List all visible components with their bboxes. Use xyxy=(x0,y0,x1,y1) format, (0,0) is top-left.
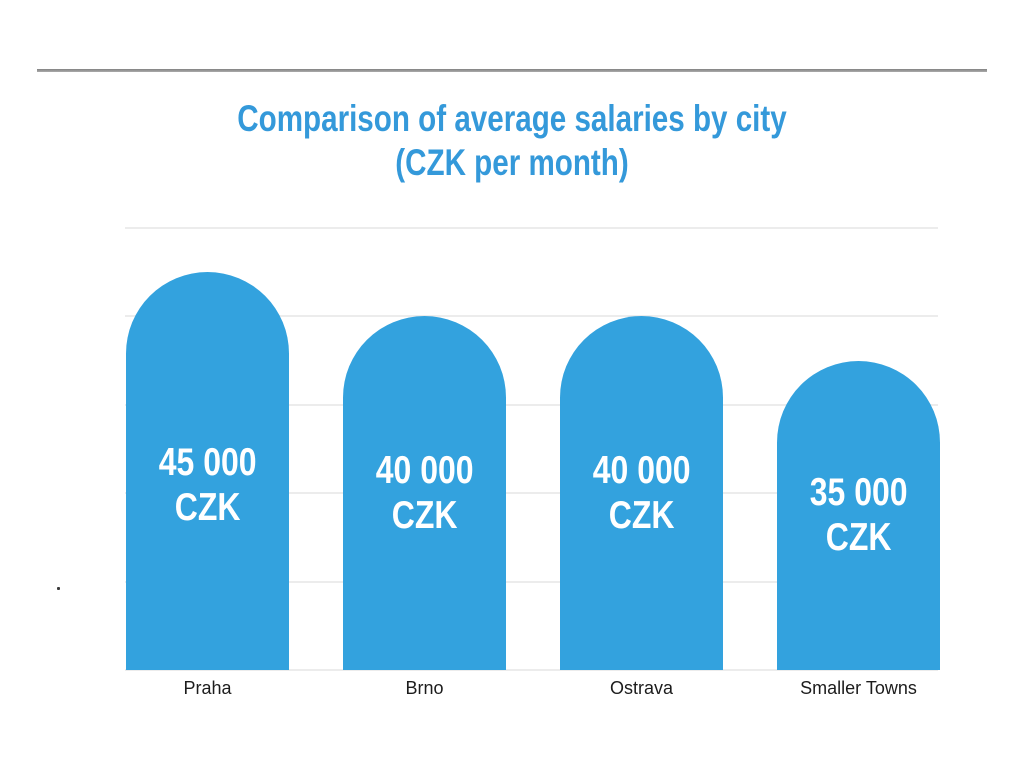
gridline xyxy=(125,580,938,583)
bar-smaller-towns: 35 000 CZK xyxy=(777,360,940,670)
gridline xyxy=(125,315,938,318)
category-label-ostrava: Ostrava xyxy=(609,678,674,698)
category-label-smaller-towns: Smaller Towns xyxy=(800,678,917,698)
bar-praha: 45 000 CZK xyxy=(126,272,289,670)
gridline xyxy=(125,492,938,495)
bar-ostrava: 40 000 CZK xyxy=(560,316,723,670)
bar-value-line: CZK xyxy=(608,494,675,538)
bar-value-label: 40 000 CZK xyxy=(593,448,691,538)
top-divider-line xyxy=(37,69,987,72)
bar-value-line: 40 000 xyxy=(592,449,691,493)
category-label-brno: Brno xyxy=(405,678,444,698)
chart-title: Comparison of average salaries by city (… xyxy=(102,97,921,185)
bar-value-line: 45 000 xyxy=(158,441,257,485)
category-label-praha: Praha xyxy=(183,678,232,698)
bar-value-line: 40 000 xyxy=(375,449,474,493)
chart-title-line1: Comparison of average salaries by city xyxy=(237,98,787,139)
bar-value-line: 35 000 xyxy=(809,471,908,515)
plot-area: 45 000 CZK 40 000 CZK 40 000 CZK 35 000 CZK Pra… xyxy=(125,227,940,698)
bar-value-label: 40 000 CZK xyxy=(376,448,474,538)
bar-value-label: 35 000 CZK xyxy=(810,470,908,560)
baseline-gridline xyxy=(125,669,938,671)
chart-title-line2: (CZK per month) xyxy=(395,142,629,183)
bar-value-label: 45 000 CZK xyxy=(159,412,257,530)
gridline xyxy=(125,403,938,406)
bar-brno: 40 000 CZK xyxy=(343,316,506,670)
bar-series: 45 000 CZK 40 000 CZK 40 000 CZK 35 000 CZK xyxy=(125,228,940,670)
stray-dot-mark xyxy=(57,587,60,590)
bar-value-line: CZK xyxy=(825,516,892,560)
gridline xyxy=(125,227,938,229)
bar-value-line: CZK xyxy=(174,486,241,530)
bar-value-line: CZK xyxy=(391,494,458,538)
